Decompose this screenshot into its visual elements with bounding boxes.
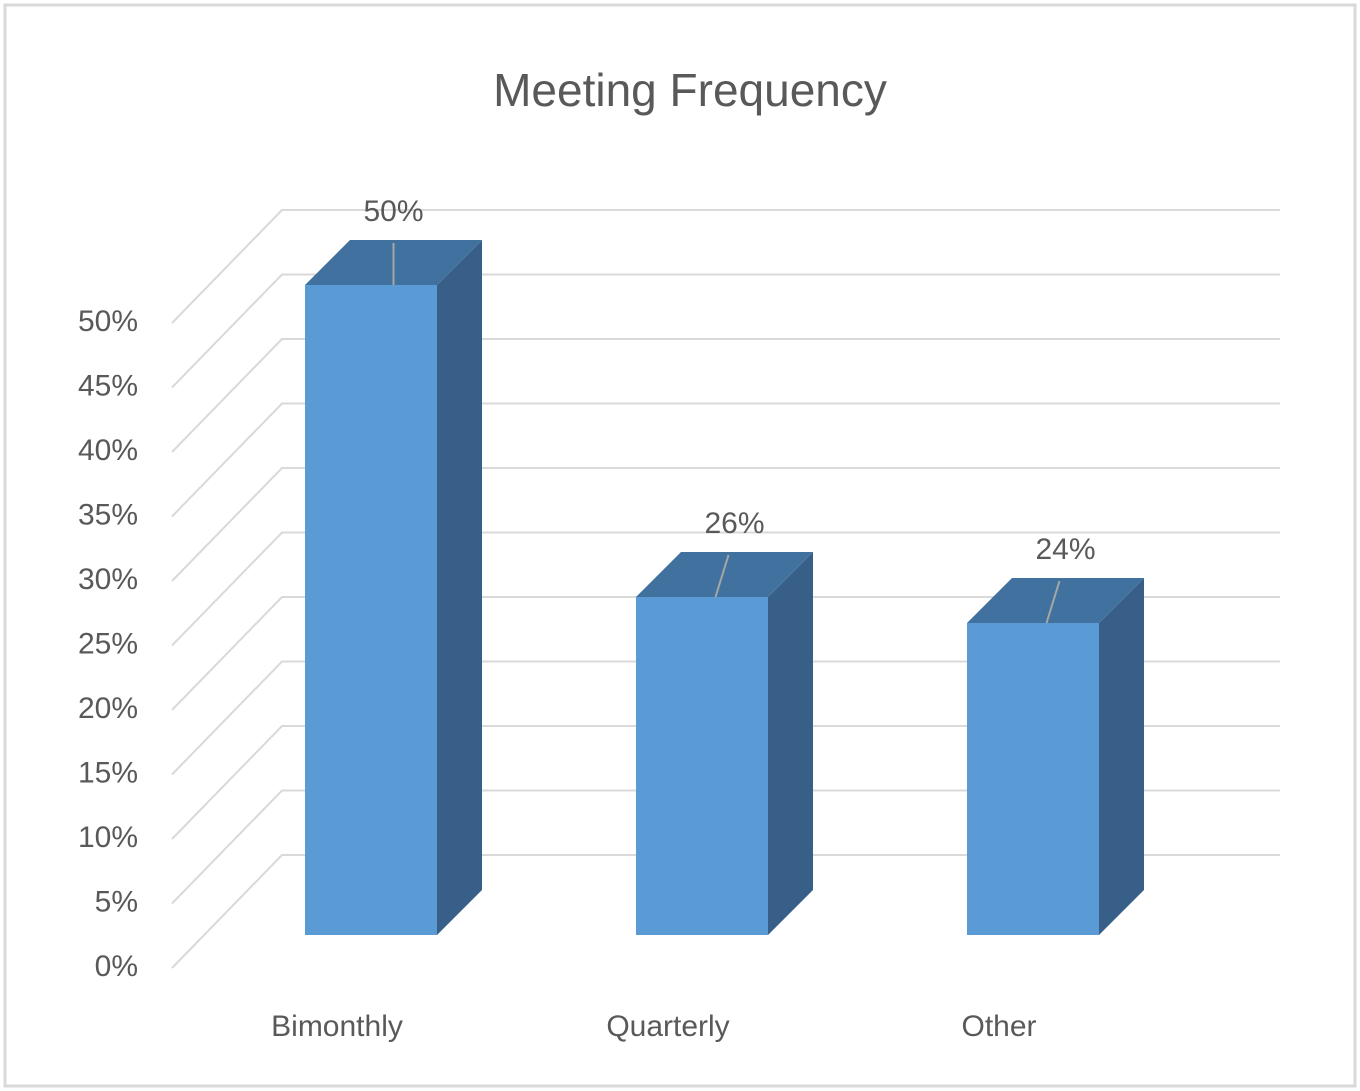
bar-front xyxy=(967,623,1099,935)
data-label: 26% xyxy=(704,507,764,540)
grid-line xyxy=(171,531,1280,647)
y-tick-label: 40% xyxy=(78,434,138,467)
y-tick-label: 20% xyxy=(78,692,138,725)
y-tick-label: 25% xyxy=(78,627,138,660)
bar-top xyxy=(636,552,813,597)
leader-line xyxy=(714,554,730,598)
grid-line xyxy=(171,467,1280,582)
grid-line xyxy=(171,338,1280,453)
grid-line xyxy=(171,209,1280,324)
x-tick-label: Other xyxy=(961,1010,1036,1043)
bar xyxy=(305,240,482,935)
grid-line xyxy=(171,273,1280,389)
data-label: 24% xyxy=(1035,533,1095,566)
x-tick-label: Bimonthly xyxy=(271,1010,403,1043)
bar-side xyxy=(437,240,482,935)
bar-front xyxy=(305,285,437,935)
grid-line xyxy=(171,725,1280,840)
bar-side xyxy=(768,552,813,935)
y-tick-label: 0% xyxy=(95,950,138,983)
bar xyxy=(636,552,813,935)
x-tick-label: Quarterly xyxy=(606,1010,729,1043)
y-tick-label: 50% xyxy=(78,305,138,338)
bar-side xyxy=(1099,578,1144,935)
y-tick-label: 15% xyxy=(78,756,138,789)
bar-front xyxy=(636,597,768,935)
y-tick-label: 35% xyxy=(78,498,138,531)
chart-title: Meeting Frequency xyxy=(493,64,887,116)
grid-line xyxy=(171,596,1280,711)
y-tick-label: 30% xyxy=(78,563,138,596)
y-tick-label: 45% xyxy=(78,369,138,402)
bar-top xyxy=(967,578,1144,623)
data-label: 50% xyxy=(363,195,423,228)
y-tick-label: 10% xyxy=(78,821,138,854)
bar xyxy=(967,578,1144,935)
grid-line xyxy=(171,789,1280,905)
y-tick-label: 5% xyxy=(95,885,138,918)
grid-line xyxy=(171,854,1280,969)
grid-line xyxy=(171,660,1280,776)
leader-line xyxy=(1045,580,1061,624)
grid-line xyxy=(171,402,1280,518)
